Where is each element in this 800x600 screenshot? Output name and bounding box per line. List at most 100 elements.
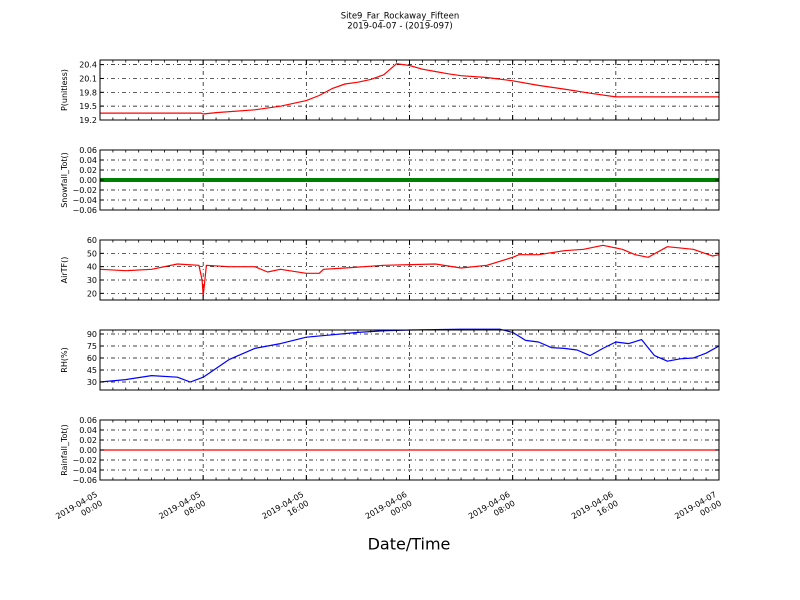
series-point <box>665 178 669 182</box>
series-point <box>561 178 566 182</box>
y-tick-label: 0.06 <box>79 416 97 425</box>
series-point <box>612 178 616 182</box>
series-point <box>172 178 176 182</box>
series-point <box>407 178 412 182</box>
series-point <box>550 178 554 182</box>
series-point <box>155 178 160 182</box>
series-point <box>427 178 431 182</box>
series-point <box>589 178 594 182</box>
series-point <box>497 178 501 182</box>
y-tick-label: −0.06 <box>72 476 97 485</box>
series-point <box>413 178 417 182</box>
series-point <box>648 178 652 182</box>
series-point <box>326 178 330 182</box>
series-point <box>435 178 440 182</box>
series-point <box>245 178 249 182</box>
series-point <box>262 178 266 182</box>
series-point <box>533 178 538 182</box>
series-point <box>472 178 476 182</box>
series-point <box>242 178 246 182</box>
series-point <box>469 178 473 182</box>
series-point <box>309 178 314 182</box>
series-point <box>424 178 428 182</box>
panel-5: −0.06−0.04−0.020.000.020.040.06 Rainfall_… <box>60 416 720 485</box>
series-point <box>410 178 414 182</box>
series-point <box>483 178 487 182</box>
series-point <box>575 178 580 182</box>
series-point <box>290 178 294 182</box>
series-point <box>312 178 316 182</box>
series-point <box>239 178 244 182</box>
series-point <box>657 178 661 182</box>
y-axis-label: Snowfall_Tot() <box>60 152 69 208</box>
series-point <box>634 178 638 182</box>
y-tick-label: −0.02 <box>72 456 97 465</box>
series-point <box>363 178 367 182</box>
series-point <box>382 178 386 182</box>
series-point <box>231 178 235 182</box>
y-tick-label: 0.04 <box>79 156 97 165</box>
series-point <box>416 178 420 182</box>
series-point <box>284 178 288 182</box>
series-point <box>606 178 610 182</box>
series-point <box>539 178 543 182</box>
series-point <box>503 178 507 182</box>
y-tick-label: 30 <box>87 378 97 387</box>
series-point <box>542 178 546 182</box>
series-point <box>682 178 686 182</box>
series-point <box>570 178 574 182</box>
series-point <box>189 178 193 182</box>
x-tick-label: 2019-04-0516:00 <box>261 490 311 530</box>
series-point <box>119 178 123 182</box>
series-point <box>489 178 493 182</box>
series-point <box>161 178 165 182</box>
series-point <box>491 178 496 182</box>
series-point <box>203 178 207 182</box>
series-point <box>704 178 708 182</box>
series-point <box>679 178 683 182</box>
y-tick-label: 45 <box>87 366 97 375</box>
series-point <box>253 178 258 182</box>
series-point <box>696 178 700 182</box>
series-point <box>449 178 454 182</box>
series-point <box>150 178 154 182</box>
series-point <box>133 178 137 182</box>
series-point <box>259 178 263 182</box>
series-point <box>402 178 406 182</box>
series-point <box>500 178 504 182</box>
series-point <box>601 178 605 182</box>
series-point <box>505 178 510 182</box>
series-point <box>197 178 202 182</box>
series-point <box>113 178 118 182</box>
series-point <box>223 178 227 182</box>
y-tick-label: 0.06 <box>79 146 97 155</box>
series-point <box>267 178 272 182</box>
series-line <box>100 63 719 115</box>
series-point <box>105 178 109 182</box>
series-point <box>430 178 434 182</box>
series-point <box>301 178 305 182</box>
series-point <box>620 178 624 182</box>
series-point <box>567 178 571 182</box>
series-point <box>531 178 535 182</box>
series-point <box>127 178 132 182</box>
series-point <box>676 178 680 182</box>
series-point <box>220 178 224 182</box>
series-point <box>181 178 185 182</box>
series-point <box>228 178 232 182</box>
series-point <box>707 178 711 182</box>
series-point <box>248 178 252 182</box>
series-point <box>475 178 479 182</box>
series-point <box>587 178 591 182</box>
series-point <box>122 178 126 182</box>
series-point <box>293 178 297 182</box>
series-point <box>511 178 515 182</box>
series-point <box>455 178 459 182</box>
series-line <box>99 244 720 297</box>
series-point <box>265 178 269 182</box>
y-tick-label: −0.04 <box>72 466 97 475</box>
series-point <box>421 178 426 182</box>
series-point <box>508 178 512 182</box>
series-point <box>251 178 255 182</box>
